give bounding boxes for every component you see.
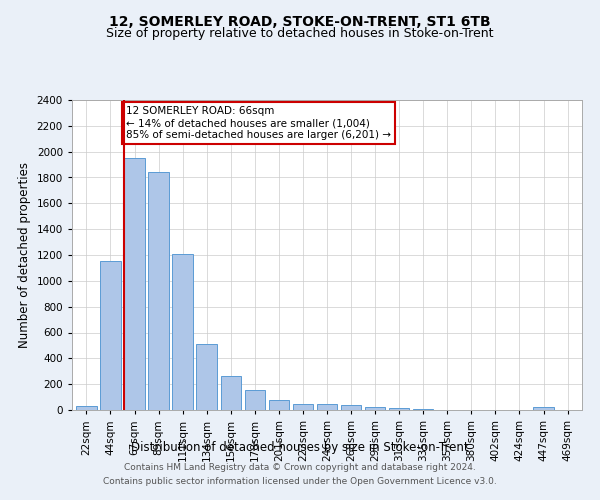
Bar [76,406,97,410]
Bar [365,408,385,410]
Text: Size of property relative to detached houses in Stoke-on-Trent: Size of property relative to detached ho… [106,28,494,40]
Bar [269,400,289,410]
Text: Distribution of detached houses by size in Stoke-on-Trent: Distribution of detached houses by size … [131,441,469,454]
Bar [148,172,169,410]
Bar [100,262,121,410]
Bar [196,344,217,410]
Bar [389,408,409,410]
Text: Contains HM Land Registry data © Crown copyright and database right 2024.: Contains HM Land Registry data © Crown c… [124,464,476,472]
Bar [221,376,241,410]
Text: 12 SOMERLEY ROAD: 66sqm
← 14% of detached houses are smaller (1,004)
85% of semi: 12 SOMERLEY ROAD: 66sqm ← 14% of detache… [126,106,391,140]
Bar [172,254,193,410]
Bar [533,408,554,410]
Text: Contains public sector information licensed under the Open Government Licence v3: Contains public sector information licen… [103,477,497,486]
Bar [413,408,433,410]
Bar [245,390,265,410]
Text: 12, SOMERLEY ROAD, STOKE-ON-TRENT, ST1 6TB: 12, SOMERLEY ROAD, STOKE-ON-TRENT, ST1 6… [109,15,491,29]
Y-axis label: Number of detached properties: Number of detached properties [18,162,31,348]
Bar [124,158,145,410]
Bar [317,404,337,410]
Bar [293,404,313,410]
Bar [341,405,361,410]
